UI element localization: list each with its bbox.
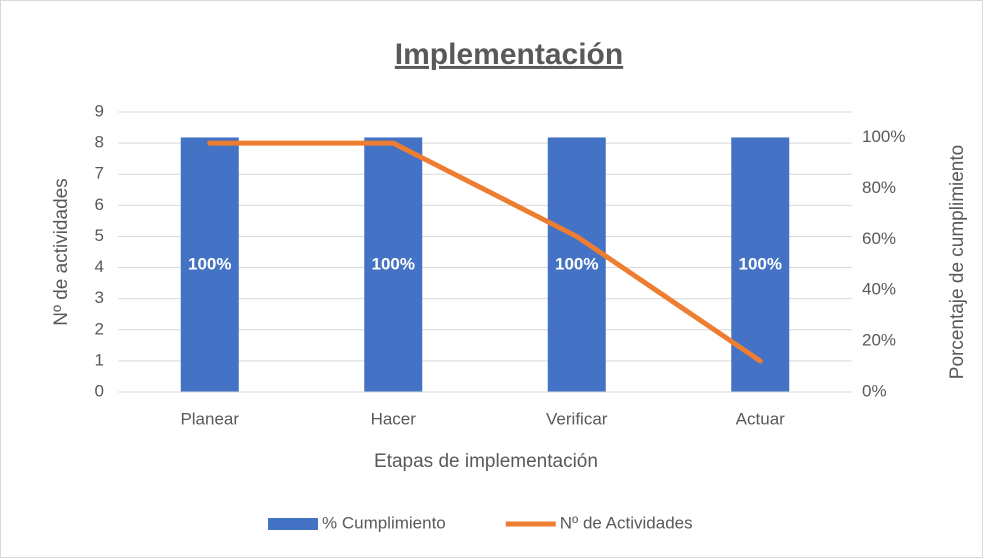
y-tick-label: 1 xyxy=(95,350,104,369)
y2-tick-label: 80% xyxy=(862,178,896,197)
y-tick-label: 7 xyxy=(95,164,104,183)
legend-label: % Cumplimiento xyxy=(322,513,446,532)
y-axis-label: Nº de actividades xyxy=(51,178,72,325)
legend-label: Nº de Actividades xyxy=(560,513,693,532)
y-tick-label: 3 xyxy=(95,288,104,307)
legend-swatch xyxy=(268,518,318,530)
x-tick-label: Actuar xyxy=(736,409,785,428)
y-tick-label: 5 xyxy=(95,226,104,245)
bar xyxy=(364,137,423,392)
x-axis-label: Etapas de implementación xyxy=(374,451,598,472)
y2-tick-label: 100% xyxy=(862,127,905,146)
bar-value-label: 100% xyxy=(555,254,598,273)
y-tick-label: 6 xyxy=(95,195,104,214)
y-tick-label: 9 xyxy=(95,101,104,120)
y-tick-label: 2 xyxy=(95,319,104,338)
y-tick-label: 0 xyxy=(95,381,104,400)
bar-value-label: 100% xyxy=(188,254,231,273)
y2-tick-label: 0% xyxy=(862,381,887,400)
bar-value-label: 100% xyxy=(372,254,415,273)
y2-tick-label: 60% xyxy=(862,229,896,248)
bar-value-label: 100% xyxy=(739,254,782,273)
bar xyxy=(547,137,606,392)
y2-axis-label: Porcentaje de cumplimiento xyxy=(947,145,968,379)
x-tick-label: Hacer xyxy=(371,409,417,428)
y-tick-label: 8 xyxy=(95,133,104,152)
line xyxy=(207,140,763,364)
x-tick-label: Planear xyxy=(180,409,239,428)
x-tick-label: Verificar xyxy=(546,409,608,428)
y2-tick-label: 40% xyxy=(862,280,896,299)
chart-title: Implementación xyxy=(395,38,623,71)
y-tick-label: 4 xyxy=(95,257,104,276)
bar xyxy=(180,137,239,392)
y2-tick-label: 20% xyxy=(862,331,896,350)
